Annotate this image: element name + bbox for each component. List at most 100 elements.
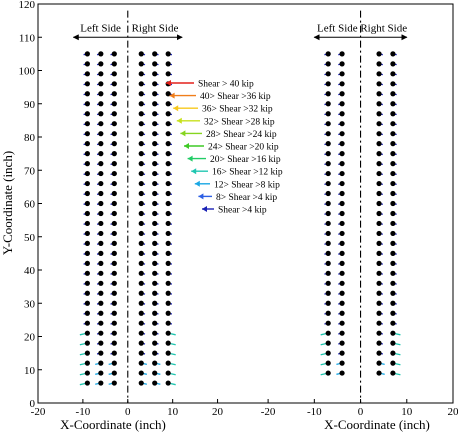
- bolt-point: [325, 71, 331, 77]
- bolt-point: [138, 81, 144, 87]
- bolt-point: [111, 141, 117, 147]
- bolt-point: [152, 131, 158, 137]
- legend-item: Shear > 40 kip: [166, 80, 254, 90]
- bolt-point: [111, 131, 117, 137]
- left-side-label: Left Side: [317, 22, 358, 34]
- bolt-point: [165, 161, 171, 167]
- bolt-point: [165, 101, 171, 107]
- bolt-point: [165, 51, 171, 57]
- bolt-point: [111, 250, 117, 256]
- bolt-point: [152, 290, 158, 296]
- axes-layer: 0 10 20 30 40 50 60 70 80 90 100 110 120: [19, 0, 42, 410]
- bolt-point: [376, 370, 382, 376]
- bolt-point: [98, 290, 104, 296]
- bolt-point: [376, 230, 382, 237]
- bolt-point: [138, 180, 144, 187]
- bolt-point: [138, 230, 144, 237]
- bolt-point: [152, 310, 158, 316]
- bolt-point: [84, 61, 90, 67]
- y-tick-label: 10: [24, 365, 36, 377]
- bolt-point: [339, 330, 345, 336]
- legend-label: Shear >4 kip: [218, 206, 267, 216]
- y-tick-label: 90: [24, 99, 36, 111]
- bolt-point: [111, 51, 117, 57]
- bolt-point: [165, 91, 171, 97]
- bolt-point: [98, 131, 104, 137]
- bolt-point: [98, 230, 104, 237]
- bolt-point: [165, 240, 171, 246]
- bolt-point: [339, 220, 345, 227]
- bolt-point: [138, 111, 144, 117]
- bolt-point: [390, 161, 396, 167]
- bolt-point: [376, 121, 382, 127]
- bolt-point: [376, 111, 382, 117]
- bolt-point: [165, 190, 171, 197]
- legend-label: 36> Shear >32 kip: [202, 105, 273, 115]
- bolt-point: [138, 161, 144, 167]
- legend-arrowhead: [180, 130, 186, 137]
- bolt-point: [390, 300, 396, 306]
- bolt-point: [84, 290, 90, 296]
- x-tick-label: 0: [125, 406, 131, 418]
- bolt-point: [325, 350, 331, 356]
- bolt-point: [165, 121, 171, 127]
- bolt-point: [339, 310, 345, 316]
- bolt-point: [339, 61, 345, 67]
- bolt-point: [98, 190, 104, 197]
- bolt-point: [152, 320, 158, 326]
- bolt-point: [325, 330, 331, 336]
- bolt-point: [339, 101, 345, 107]
- x-axis-title-right: X-Coordinate (inch): [324, 417, 430, 432]
- y-tick-label: 30: [24, 298, 36, 310]
- x-tick-label: 20: [448, 406, 458, 418]
- bolt-point: [84, 141, 90, 147]
- bolt-point: [152, 61, 158, 67]
- bolt-point: [111, 81, 117, 87]
- bolt-point: [138, 370, 144, 376]
- bolt-point: [84, 260, 90, 266]
- bolt-point: [84, 250, 90, 256]
- bolt-point: [152, 71, 158, 77]
- bolt-point: [376, 340, 382, 346]
- bolt-point: [152, 220, 158, 227]
- bolt-point: [84, 200, 90, 207]
- bolt-point: [84, 101, 90, 107]
- legend-item: 8> Shear >4 kip: [198, 193, 277, 203]
- bolt-point: [165, 250, 171, 256]
- bolt-point: [84, 91, 90, 97]
- bolt-point: [98, 81, 104, 87]
- bolt-point: [339, 210, 345, 217]
- bolt-point: [339, 180, 345, 187]
- bolt-point: [339, 230, 345, 237]
- bolt-point: [339, 290, 345, 296]
- bolt-point: [376, 250, 382, 256]
- bolt-point: [138, 260, 144, 266]
- bolt-point: [325, 240, 331, 246]
- bolt-point: [98, 370, 104, 376]
- bolt-point: [111, 101, 117, 107]
- bolt-point: [165, 300, 171, 306]
- bolt-point: [152, 170, 158, 177]
- x-tick-label: 10: [167, 406, 179, 418]
- bolt-point: [152, 121, 158, 127]
- bolt-point: [111, 220, 117, 227]
- bolt-point: [390, 260, 396, 266]
- bolt-point: [390, 280, 396, 286]
- bolt-point: [84, 131, 90, 137]
- bolt-point: [325, 61, 331, 67]
- bolt-point: [390, 91, 396, 97]
- bolt-point: [376, 210, 382, 217]
- bolt-point: [98, 141, 104, 147]
- bolt-point: [390, 370, 396, 376]
- bolt-point: [390, 81, 396, 87]
- bolt-point: [152, 200, 158, 207]
- bolt-point: [98, 121, 104, 127]
- bolt-point: [165, 330, 171, 336]
- bolt-point: [390, 220, 396, 227]
- bolt-point: [84, 380, 90, 386]
- y-tick-label: 80: [24, 132, 36, 144]
- bolt-point: [376, 320, 382, 326]
- bolt-point: [111, 380, 117, 386]
- bolt-point: [111, 290, 117, 296]
